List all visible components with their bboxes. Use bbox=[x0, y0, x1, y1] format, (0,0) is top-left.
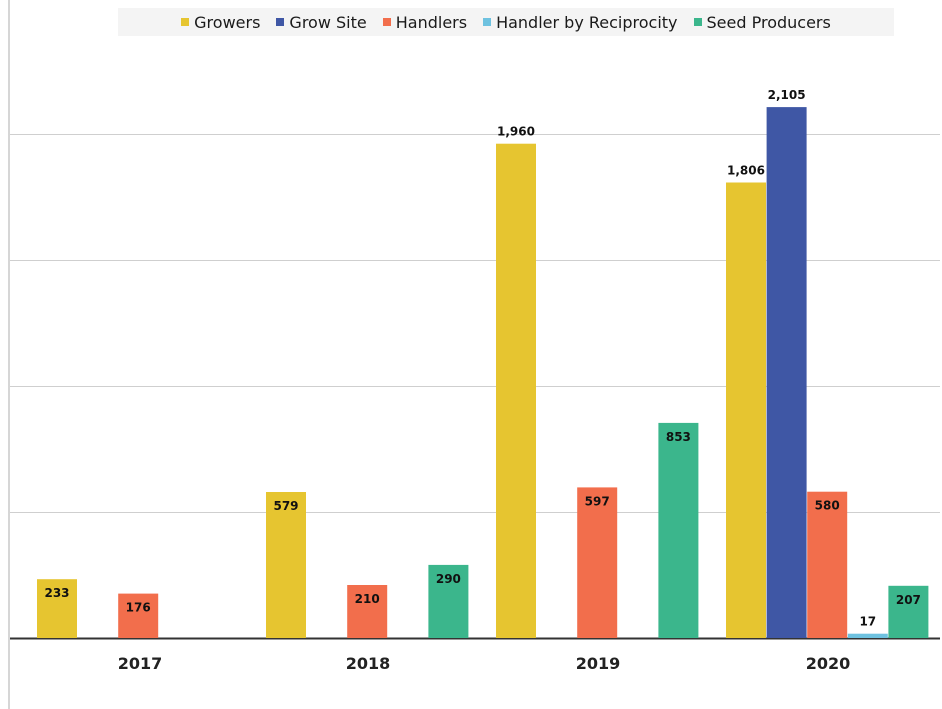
bar-2017-growers bbox=[37, 579, 77, 638]
legend: Growers Grow Site Handlers Handler by Recip… bbox=[118, 8, 894, 36]
data-label-2018-seed-producers: 290 bbox=[436, 572, 461, 586]
legend-item-growers: Growers bbox=[181, 13, 260, 32]
legend-swatch-handlers bbox=[382, 18, 391, 26]
data-label-2018-growers: 579 bbox=[273, 499, 298, 513]
data-label-2018-handlers: 210 bbox=[355, 592, 380, 606]
data-label-2020-handlers: 580 bbox=[815, 499, 840, 513]
bar-2019-growers bbox=[496, 143, 536, 638]
bar-2017-handlers bbox=[118, 593, 159, 638]
bar-2018-handlers bbox=[347, 585, 388, 638]
legend-item-handlers: Handlers bbox=[382, 12, 468, 32]
legend-label-grow-site: Grow Site bbox=[289, 12, 367, 32]
legend-swatch-grow-site bbox=[276, 18, 285, 26]
bar-2020-seed-producers bbox=[888, 585, 929, 638]
data-label-2017-growers: 233 bbox=[44, 586, 69, 600]
legend-item-grow-site: Grow Site bbox=[276, 12, 367, 32]
data-label-2020-growers: 1,806 bbox=[727, 164, 765, 178]
data-label-2020-handler-by-reciprocity: 17 bbox=[859, 615, 876, 629]
data-labels: 233 176 579 210 290 1,960 597 853 1,806 2,105 580 1… bbox=[44, 88, 920, 629]
category-label-2019: 2019 bbox=[576, 654, 621, 673]
bar-2018-growers bbox=[266, 492, 306, 638]
data-label-2019-seed-producers: 853 bbox=[666, 430, 691, 444]
legend-item-handler-by-reciprocity: Handler by Reciprocity bbox=[483, 12, 678, 32]
bars bbox=[37, 107, 929, 639]
legend-swatch-growers bbox=[181, 18, 190, 26]
left-border bbox=[8, 0, 10, 709]
data-label-2017-handlers: 176 bbox=[126, 601, 151, 615]
legend-swatch-handler-by-reciprocity bbox=[483, 18, 492, 26]
legend-swatch-seed-producers bbox=[693, 18, 702, 26]
bar-2020-handlers bbox=[807, 491, 848, 638]
category-label-2020: 2020 bbox=[806, 654, 851, 673]
legend-label-handlers: Handlers bbox=[395, 12, 468, 32]
data-label-2019-handlers: 597 bbox=[585, 494, 610, 508]
category-label-2018: 2018 bbox=[346, 654, 391, 673]
data-label-2019-growers: 1,960 bbox=[497, 125, 535, 139]
bar-2018-seed-producers bbox=[428, 564, 469, 638]
legend-item-seed-producers: Seed Producers bbox=[693, 12, 831, 32]
bar-2020-handler-by-reciprocity bbox=[847, 633, 888, 638]
legend-label-growers: Growers bbox=[194, 12, 261, 32]
data-label-2020-seed-producers: 207 bbox=[896, 593, 921, 607]
legend-label-seed-producers: Seed Producers bbox=[706, 12, 831, 32]
legend-label-handler-by-reciprocity: Handler by Reciprocity bbox=[496, 12, 678, 32]
bar-2019-seed-producers bbox=[658, 422, 699, 638]
category-labels: 2017 2018 2019 2020 bbox=[118, 654, 851, 673]
data-label-2020-grow-site: 2,105 bbox=[768, 88, 806, 102]
bar-2020-growers bbox=[726, 182, 766, 638]
category-label-2017: 2017 bbox=[118, 654, 163, 673]
bar-2019-handlers bbox=[577, 487, 618, 638]
bar-2020-grow-site bbox=[766, 107, 807, 639]
